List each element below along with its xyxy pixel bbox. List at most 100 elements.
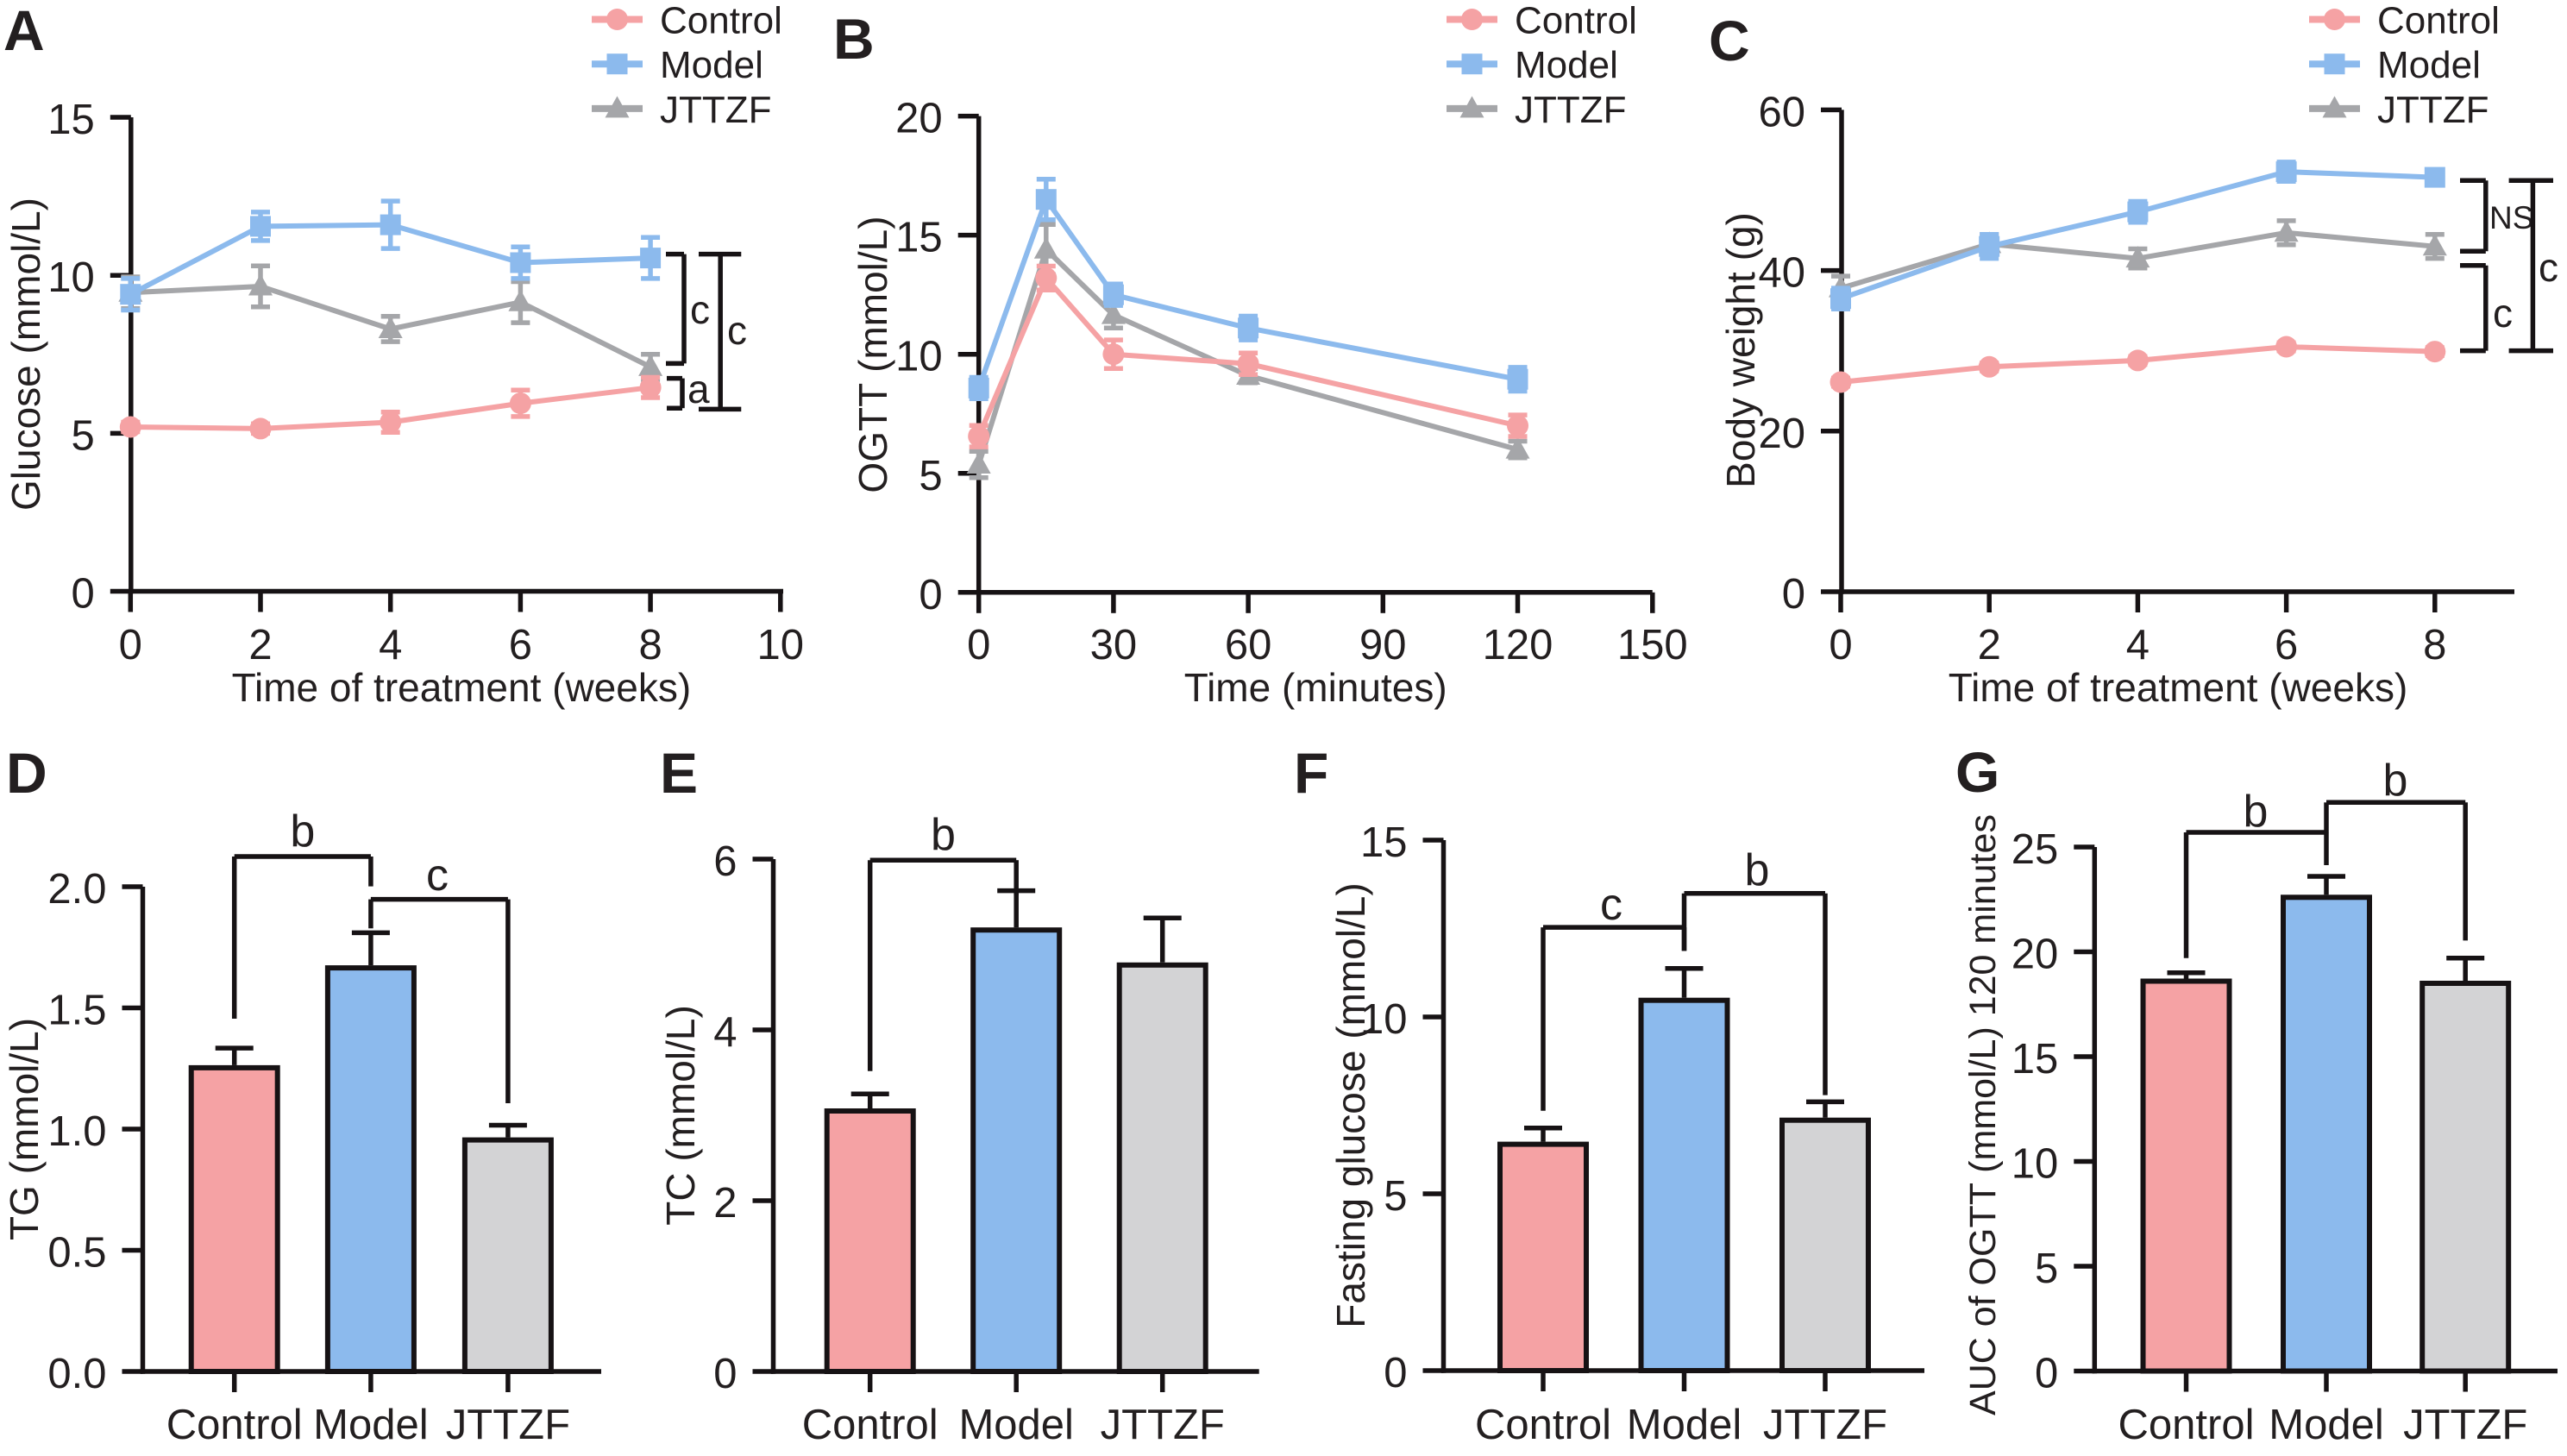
- svg-text:G: G: [1955, 740, 1999, 804]
- svg-text:b: b: [290, 806, 315, 857]
- svg-text:60: 60: [1758, 89, 1805, 135]
- svg-text:Control: Control: [2377, 0, 2500, 42]
- svg-text:Control: Control: [1475, 1402, 1611, 1448]
- svg-text:AUC of OGTT (mmol/L) 120 minut: AUC of OGTT (mmol/L) 120 minutes: [1962, 814, 2004, 1415]
- svg-text:0: 0: [1782, 571, 1805, 618]
- svg-text:20: 20: [2012, 932, 2059, 978]
- svg-text:0: 0: [713, 1351, 737, 1397]
- svg-text:JTTZF: JTTZF: [1763, 1402, 1887, 1448]
- svg-text:A: A: [3, 0, 45, 62]
- svg-text:0: 0: [72, 571, 95, 618]
- svg-text:10: 10: [47, 254, 95, 301]
- svg-text:5: 5: [1384, 1173, 1407, 1220]
- svg-text:0: 0: [1829, 622, 1852, 668]
- svg-text:E: E: [660, 741, 698, 805]
- svg-text:5: 5: [2035, 1246, 2058, 1292]
- svg-text:6: 6: [509, 622, 532, 668]
- svg-text:Control: Control: [660, 0, 782, 42]
- svg-text:JTTZF: JTTZF: [660, 89, 772, 131]
- svg-text:Model: Model: [958, 1402, 1073, 1448]
- svg-text:TC (mmol/L): TC (mmol/L): [658, 1005, 703, 1226]
- svg-text:6: 6: [713, 838, 737, 885]
- svg-text:1.0: 1.0: [47, 1108, 106, 1155]
- svg-text:b: b: [931, 810, 956, 860]
- svg-text:c: c: [2493, 291, 2513, 336]
- svg-text:c: c: [690, 287, 710, 332]
- svg-text:Control: Control: [1515, 0, 1637, 42]
- svg-text:JTTZF: JTTZF: [2403, 1402, 2527, 1448]
- svg-text:0.0: 0.0: [47, 1351, 106, 1397]
- svg-text:B: B: [833, 7, 875, 71]
- svg-text:Model: Model: [2377, 44, 2481, 86]
- svg-text:4: 4: [2126, 622, 2150, 668]
- svg-text:NS: NS: [2489, 200, 2533, 235]
- svg-text:a: a: [687, 367, 710, 411]
- svg-text:60: 60: [1225, 622, 1272, 668]
- svg-text:JTTZF: JTTZF: [1515, 89, 1627, 131]
- svg-text:0: 0: [967, 622, 990, 668]
- svg-text:b: b: [2383, 756, 2408, 806]
- svg-text:8: 8: [2423, 622, 2446, 668]
- svg-text:JTTZF: JTTZF: [446, 1402, 570, 1448]
- svg-text:2: 2: [248, 622, 272, 668]
- svg-text:C: C: [1709, 9, 1750, 72]
- svg-text:4: 4: [713, 1009, 737, 1056]
- svg-text:c: c: [1600, 880, 1622, 930]
- svg-text:20: 20: [895, 96, 943, 142]
- svg-text:Time (minutes): Time (minutes): [1184, 665, 1447, 710]
- svg-text:40: 40: [1758, 250, 1805, 297]
- svg-text:JTTZF: JTTZF: [2377, 89, 2489, 131]
- svg-text:5: 5: [919, 453, 942, 499]
- svg-text:15: 15: [895, 215, 943, 261]
- svg-text:Control: Control: [166, 1402, 303, 1448]
- svg-text:Model: Model: [660, 44, 763, 86]
- svg-text:Model: Model: [313, 1402, 428, 1448]
- svg-text:10: 10: [757, 622, 805, 668]
- svg-text:150: 150: [1617, 622, 1688, 668]
- svg-text:10: 10: [1360, 996, 1408, 1043]
- svg-text:0: 0: [1384, 1350, 1407, 1396]
- svg-text:15: 15: [1360, 819, 1408, 866]
- svg-text:b: b: [1745, 845, 1770, 895]
- svg-text:0: 0: [919, 572, 942, 618]
- svg-text:0: 0: [2035, 1351, 2058, 1397]
- svg-text:15: 15: [47, 97, 95, 143]
- svg-text:Control: Control: [802, 1402, 938, 1448]
- svg-text:Time of treatment (weeks): Time of treatment (weeks): [232, 665, 692, 710]
- svg-text:2.0: 2.0: [47, 866, 106, 913]
- svg-text:JTTZF: JTTZF: [1101, 1402, 1225, 1448]
- svg-text:25: 25: [2012, 826, 2059, 873]
- svg-text:TG (mmol/L): TG (mmol/L): [2, 1018, 47, 1240]
- svg-text:Glucose (mmol/L): Glucose (mmol/L): [3, 198, 48, 511]
- svg-text:15: 15: [2012, 1036, 2059, 1083]
- svg-text:8: 8: [638, 622, 662, 668]
- svg-text:0.5: 0.5: [47, 1230, 106, 1277]
- svg-text:90: 90: [1359, 622, 1407, 668]
- svg-text:6: 6: [2275, 622, 2298, 668]
- svg-text:c: c: [727, 308, 747, 353]
- svg-text:0: 0: [119, 622, 142, 668]
- svg-text:OGTT (mmol/L): OGTT (mmol/L): [850, 216, 895, 493]
- svg-text:5: 5: [72, 412, 95, 459]
- svg-text:c: c: [2539, 245, 2558, 290]
- svg-text:b: b: [2244, 787, 2269, 837]
- svg-text:Body weight (g): Body weight (g): [1718, 212, 1763, 488]
- svg-text:F: F: [1294, 741, 1328, 805]
- svg-text:Time of treatment (weeks): Time of treatment (weeks): [1949, 665, 2408, 710]
- svg-text:Fasting glucose (mmol/L): Fasting glucose (mmol/L): [1328, 882, 1373, 1327]
- svg-text:2: 2: [713, 1180, 737, 1227]
- svg-text:2: 2: [1978, 622, 2001, 668]
- svg-text:c: c: [426, 850, 449, 901]
- svg-text:120: 120: [1483, 622, 1553, 668]
- svg-text:20: 20: [1758, 411, 1805, 457]
- svg-text:Model: Model: [2269, 1402, 2383, 1448]
- svg-text:4: 4: [379, 622, 402, 668]
- svg-text:10: 10: [2012, 1141, 2059, 1188]
- svg-text:30: 30: [1090, 622, 1138, 668]
- svg-text:1.5: 1.5: [47, 988, 106, 1034]
- svg-text:Control: Control: [2118, 1402, 2255, 1448]
- svg-text:D: D: [6, 741, 47, 805]
- svg-text:10: 10: [895, 334, 943, 380]
- svg-text:Model: Model: [1515, 44, 1618, 86]
- svg-text:Model: Model: [1627, 1402, 1742, 1448]
